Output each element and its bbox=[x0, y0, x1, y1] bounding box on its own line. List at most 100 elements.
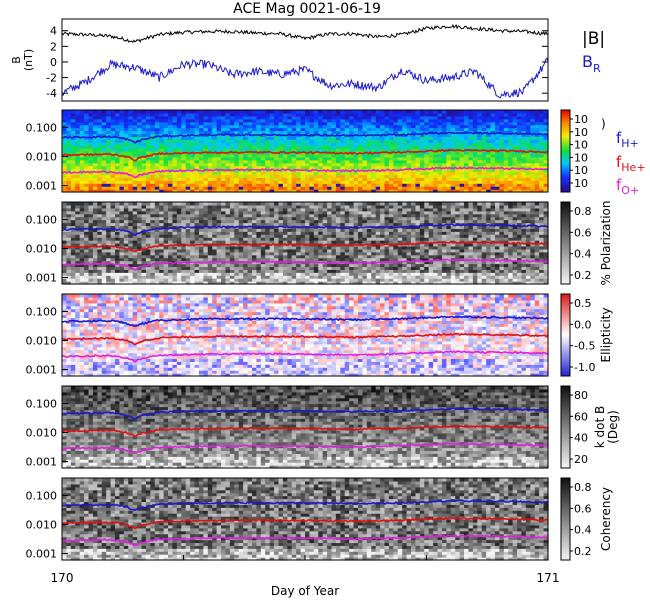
colorbar-label: ) bbox=[601, 117, 606, 131]
spectrogram-cell bbox=[274, 202, 279, 206]
y-tick-label: 0.010 bbox=[26, 151, 58, 164]
spectrogram-cell bbox=[332, 110, 337, 114]
spectrogram-cell bbox=[199, 110, 204, 114]
spectrogram-cell bbox=[442, 110, 447, 114]
spectrogram-cell bbox=[345, 110, 350, 114]
spectrogram-cell bbox=[521, 110, 526, 114]
spectrogram-cell bbox=[115, 110, 120, 114]
spectrogram-cell bbox=[309, 110, 314, 114]
spectrogram-cell bbox=[517, 110, 522, 114]
spectrogram-cell bbox=[119, 202, 124, 206]
spectrogram-cell bbox=[530, 110, 535, 114]
spectrogram-cell bbox=[424, 110, 429, 114]
spectrogram-cell bbox=[124, 110, 129, 114]
spectrogram-cell bbox=[155, 110, 160, 114]
panel-b-frame bbox=[62, 19, 548, 101]
panel-b-field: 420-2-4B(nT) bbox=[10, 19, 548, 101]
spectrogram-cell bbox=[345, 202, 350, 206]
spectrogram-cell bbox=[102, 110, 107, 114]
spectrogram-cell bbox=[80, 110, 85, 114]
colorbar-tick-label: 10 bbox=[574, 151, 588, 164]
spectrogram-cell bbox=[460, 110, 465, 114]
spectrogram-cell bbox=[336, 202, 341, 206]
spectrogram-cell bbox=[164, 202, 169, 206]
spectrogram-cell bbox=[146, 110, 151, 114]
spectrogram-cell bbox=[239, 110, 244, 114]
spectrogram-cell bbox=[159, 202, 164, 206]
spectrogram-cell bbox=[133, 202, 138, 206]
spectrogram-cell bbox=[256, 202, 261, 206]
spectrogram-cell bbox=[380, 110, 385, 114]
spectrogram-cell bbox=[217, 110, 222, 114]
spectrogram-cell bbox=[97, 202, 102, 206]
y-tick-label: 0.001 bbox=[26, 180, 58, 193]
spectrogram-cell bbox=[89, 110, 94, 114]
spectrogram-cell bbox=[106, 110, 111, 114]
colorbar-tick-label: 10 bbox=[574, 164, 588, 177]
spectrogram-cell bbox=[323, 202, 328, 206]
spectrogram-cell bbox=[318, 110, 323, 114]
spectrogram-cell bbox=[137, 202, 142, 206]
spectrogram-cell bbox=[407, 110, 412, 114]
spectrogram-cell bbox=[71, 202, 76, 206]
spectrogram-cell bbox=[278, 110, 283, 114]
spectrogram-cell bbox=[261, 202, 266, 206]
spectrogram-cell bbox=[155, 202, 160, 206]
spectrogram-cell bbox=[270, 110, 275, 114]
spectrogram-cell bbox=[415, 110, 420, 114]
spectrogram-cell bbox=[181, 202, 186, 206]
spectrogram-cell bbox=[473, 110, 478, 114]
spectrogram-cell bbox=[513, 110, 518, 114]
spectrogram-cell bbox=[102, 202, 107, 206]
spectrogram-cell bbox=[172, 202, 177, 206]
spectrogram-cell bbox=[336, 110, 341, 114]
spectrogram-cell bbox=[203, 202, 208, 206]
spectrogram-cell bbox=[93, 202, 98, 206]
panels: 420-2-4B(nT)0.1000.0100.001101010101010)… bbox=[10, 19, 620, 561]
spectrogram-cell bbox=[252, 110, 257, 114]
spectrogram-cell bbox=[142, 202, 147, 206]
spectrogram-cell bbox=[248, 202, 253, 206]
spectrogram-cell bbox=[111, 110, 116, 114]
spectrogram-cell bbox=[66, 110, 71, 114]
spectrogram-cell bbox=[429, 110, 434, 114]
spectrogram-cell bbox=[75, 110, 80, 114]
spectrogram-cell bbox=[464, 110, 469, 114]
spectrogram-cell bbox=[504, 110, 509, 114]
spectrogram-cell bbox=[433, 110, 438, 114]
spectrogram-cell bbox=[80, 202, 85, 206]
spectrogram-cell bbox=[230, 110, 235, 114]
spectrogram-cell bbox=[177, 202, 182, 206]
spectrogram-cell bbox=[89, 202, 94, 206]
spectrogram-cell bbox=[252, 202, 257, 206]
spectrogram-cell bbox=[340, 202, 345, 206]
spectrogram-cell bbox=[181, 110, 186, 114]
spectrogram-cell bbox=[455, 110, 460, 114]
spectrogram-cell bbox=[468, 110, 473, 114]
spectrogram-cell bbox=[199, 202, 204, 206]
spectrogram-cell bbox=[292, 202, 297, 206]
spectrogram-cell bbox=[225, 110, 230, 114]
y-tick-label: -2 bbox=[46, 72, 57, 85]
spectrogram-cell bbox=[274, 110, 279, 114]
spectrogram-cell bbox=[349, 110, 354, 114]
spectrogram-cell bbox=[482, 110, 487, 114]
spectrogram-cell bbox=[305, 110, 310, 114]
spectrogram-cell bbox=[168, 110, 173, 114]
spectrogram-cell bbox=[318, 202, 323, 206]
spectrogram-cell bbox=[402, 110, 407, 114]
spectrogram-cell bbox=[420, 110, 425, 114]
spectrogram-cell bbox=[93, 110, 98, 114]
spectrogram-cell bbox=[195, 110, 200, 114]
spectrogram-cell bbox=[446, 110, 451, 114]
spectrogram-cell bbox=[305, 202, 310, 206]
spectrogram-cell bbox=[186, 202, 191, 206]
spectrogram-cell bbox=[499, 110, 504, 114]
spectrogram-cell bbox=[287, 202, 292, 206]
y-tick-label: 4 bbox=[50, 25, 57, 38]
spectrogram-cell bbox=[128, 202, 133, 206]
spectrogram-cell bbox=[539, 110, 544, 114]
spectrogram-cell bbox=[362, 110, 367, 114]
